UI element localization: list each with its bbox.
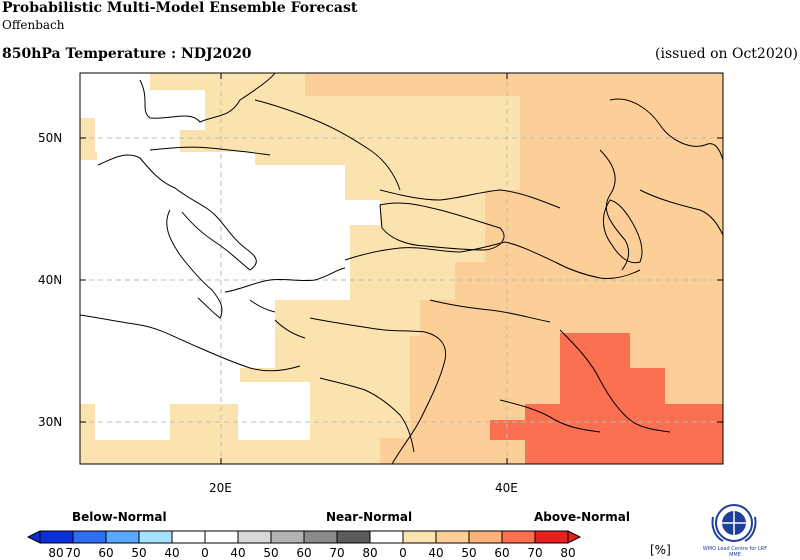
legend-swatch bbox=[72, 530, 107, 544]
legend-swatch bbox=[501, 530, 536, 544]
variable-label: 850hPa Temperature : NDJ2020 bbox=[2, 46, 252, 62]
legend-tick-label: 50 bbox=[131, 546, 146, 560]
legend-swatch bbox=[138, 530, 173, 544]
legend-unit: [%] bbox=[650, 543, 671, 557]
legend-swatch bbox=[171, 530, 206, 544]
legend-tick-label: 80 bbox=[48, 546, 63, 560]
issued-label: (issued on Oct2020) bbox=[655, 46, 798, 62]
legend-tick-label: 60 bbox=[296, 546, 311, 560]
legend-arrow-left bbox=[26, 530, 41, 544]
legend-swatch bbox=[270, 530, 305, 544]
legend-swatch bbox=[402, 530, 437, 544]
caspian-sea bbox=[603, 199, 643, 264]
legend-tick-label: 40 bbox=[164, 546, 179, 560]
map-grid bbox=[80, 73, 723, 464]
legend-tick-label: 40 bbox=[428, 546, 443, 560]
legend-swatch bbox=[303, 530, 338, 544]
legend-swatch bbox=[237, 530, 272, 544]
map-frame bbox=[79, 72, 724, 465]
legend-swatch bbox=[534, 530, 569, 544]
legend-swatch bbox=[39, 530, 74, 544]
legend-tick-label: 0 bbox=[399, 546, 407, 560]
legend-tick-label: 80 bbox=[362, 546, 377, 560]
legend-swatch bbox=[204, 530, 239, 544]
wmo-logo-icon bbox=[711, 504, 757, 542]
legend-swatch bbox=[468, 530, 503, 544]
legend-swatch bbox=[369, 530, 404, 544]
legend-tick-label: 0 bbox=[201, 546, 209, 560]
black-sea bbox=[379, 202, 505, 251]
wmo-logo-text: WMO Lead Centre for LRF MME bbox=[702, 546, 768, 558]
legend-tick-label: 70 bbox=[527, 546, 542, 560]
legend-arrow-right bbox=[567, 530, 582, 544]
lat-label-30n: 30N bbox=[38, 415, 62, 429]
legend-category-near: Near-Normal bbox=[326, 510, 413, 524]
lon-label-20e: 20E bbox=[209, 481, 232, 495]
legend-category-above: Above-Normal bbox=[534, 510, 630, 524]
lat-label-50n: 50N bbox=[38, 131, 62, 145]
chart-subtitle: Offenbach bbox=[2, 18, 65, 32]
legend-tick-label: 70 bbox=[65, 546, 80, 560]
near-normal-zone-3 bbox=[80, 300, 170, 368]
axis-ticks bbox=[80, 73, 723, 464]
legend-tick-label: 50 bbox=[461, 546, 476, 560]
legend-tick-label: 40 bbox=[230, 546, 245, 560]
legend-tick-label: 60 bbox=[98, 546, 113, 560]
chart-title: Probabilistic Multi-Model Ensemble Forec… bbox=[2, 0, 358, 16]
legend-category-below: Below-Normal bbox=[72, 510, 167, 524]
legend-tick-label: 80 bbox=[560, 546, 575, 560]
lon-label-40e: 40E bbox=[495, 481, 518, 495]
legend-tick-label: 50 bbox=[263, 546, 278, 560]
legend-tick-label: 70 bbox=[329, 546, 344, 560]
legend-swatch bbox=[105, 530, 140, 544]
legend-swatch bbox=[435, 530, 470, 544]
lat-label-40n: 40N bbox=[38, 273, 62, 287]
coastlines bbox=[80, 73, 723, 464]
legend-swatch bbox=[336, 530, 371, 544]
legend-tick-label: 60 bbox=[494, 546, 509, 560]
